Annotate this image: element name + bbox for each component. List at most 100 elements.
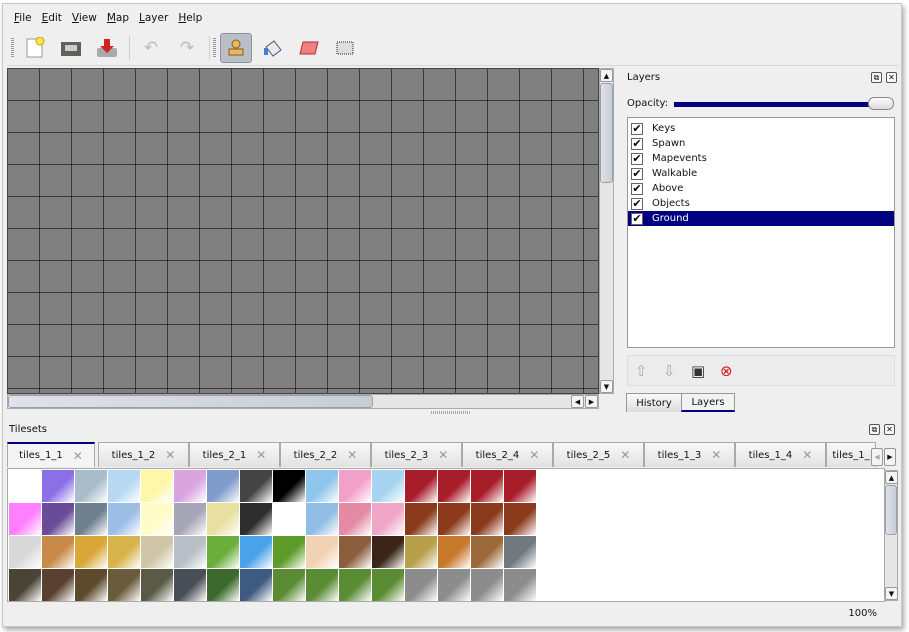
tile[interactable]: [108, 503, 140, 535]
tab-layers[interactable]: Layers: [681, 393, 735, 412]
scrollbar-thumb[interactable]: [600, 83, 613, 183]
tile[interactable]: [75, 569, 107, 601]
undo-icon[interactable]: ↶: [143, 38, 159, 58]
scroll-up-arrow-icon[interactable]: ▲: [600, 69, 613, 82]
tile[interactable]: [42, 470, 74, 502]
close-tab-icon[interactable]: ✕: [165, 448, 176, 462]
visibility-checkbox[interactable]: ✔: [631, 121, 643, 135]
tile[interactable]: [141, 536, 173, 568]
visibility-checkbox[interactable]: ✔: [631, 136, 643, 150]
close-icon[interactable]: ✕: [884, 424, 895, 435]
close-tab-icon[interactable]: ✕: [529, 448, 540, 462]
tile[interactable]: [438, 503, 470, 535]
tab-tiles-2-1[interactable]: tiles_2_1 ✕: [189, 442, 280, 467]
tile[interactable]: [273, 503, 305, 535]
menu-view[interactable]: View: [71, 12, 97, 24]
tab-tiles-1-1[interactable]: tiles_1_1 ✕: [7, 442, 95, 467]
scroll-right-arrow-icon[interactable]: ▶: [585, 395, 598, 408]
opacity-slider-handle[interactable]: [868, 97, 894, 110]
close-tab-icon[interactable]: ✕: [620, 448, 631, 462]
layer-item-ground[interactable]: ✔ Ground: [628, 211, 894, 226]
tile[interactable]: [405, 569, 437, 601]
tile[interactable]: [372, 569, 404, 601]
close-tab-icon[interactable]: ✕: [256, 448, 267, 462]
tile[interactable]: [42, 536, 74, 568]
tab-tiles-1-3[interactable]: tiles_1_3 ✕: [644, 442, 735, 467]
tile[interactable]: [339, 503, 371, 535]
tile[interactable]: [504, 536, 536, 568]
tabs-scroll-right-icon[interactable]: ▶: [884, 448, 896, 466]
rectangle-select-icon[interactable]: [329, 33, 361, 63]
tile[interactable]: [273, 470, 305, 502]
tile[interactable]: [306, 470, 338, 502]
tile[interactable]: [141, 503, 173, 535]
tile[interactable]: [240, 470, 272, 502]
tile[interactable]: [306, 569, 338, 601]
tile[interactable]: [174, 503, 206, 535]
tabs-scroll-left-icon[interactable]: ◀: [871, 448, 883, 466]
tileset-vertical-scrollbar[interactable]: ▲ ▼: [884, 470, 898, 601]
layer-item-objects[interactable]: ✔ Objects: [628, 196, 894, 211]
scroll-down-arrow-icon[interactable]: ▼: [885, 587, 898, 600]
tile[interactable]: [108, 569, 140, 601]
tile[interactable]: [438, 536, 470, 568]
tile[interactable]: [207, 503, 239, 535]
tile[interactable]: [42, 503, 74, 535]
map-horizontal-scrollbar[interactable]: ◀ ▶: [7, 394, 599, 409]
float-icon[interactable]: ⧉: [869, 424, 880, 435]
tile[interactable]: [75, 470, 107, 502]
visibility-checkbox[interactable]: ✔: [631, 151, 643, 165]
toolbar-grip[interactable]: [213, 38, 216, 58]
tile[interactable]: [207, 569, 239, 601]
tile[interactable]: [405, 536, 437, 568]
tab-tiles-1-[interactable]: tiles_1_: [826, 442, 876, 467]
tile[interactable]: [372, 503, 404, 535]
tile[interactable]: [273, 536, 305, 568]
tile[interactable]: [438, 470, 470, 502]
tile[interactable]: [339, 536, 371, 568]
tab-tiles-2-3[interactable]: tiles_2_3 ✕: [371, 442, 462, 467]
map-canvas[interactable]: [7, 68, 599, 394]
eraser-icon[interactable]: [293, 33, 325, 63]
float-icon[interactable]: ⧉: [871, 72, 882, 83]
tile[interactable]: [339, 470, 371, 502]
tile[interactable]: [372, 536, 404, 568]
visibility-checkbox[interactable]: ✔: [631, 196, 643, 210]
menu-map[interactable]: Map: [106, 12, 130, 24]
tile[interactable]: [240, 503, 272, 535]
close-icon[interactable]: ✕: [886, 72, 897, 83]
tile[interactable]: [207, 536, 239, 568]
tab-tiles-1-2[interactable]: tiles_1_2 ✕: [98, 442, 189, 467]
layer-item-spawn[interactable]: ✔ Spawn: [628, 136, 894, 151]
layer-item-keys[interactable]: ✔ Keys: [628, 121, 894, 136]
tile[interactable]: [405, 470, 437, 502]
bucket-fill-icon[interactable]: [257, 33, 289, 63]
tile[interactable]: [339, 569, 371, 601]
scrollbar-thumb[interactable]: [8, 395, 373, 408]
close-tab-icon[interactable]: ✕: [347, 448, 358, 462]
menu-layer[interactable]: Layer: [139, 12, 169, 24]
toolbar-grip[interactable]: [11, 38, 14, 58]
save-icon[interactable]: [91, 33, 123, 63]
tile[interactable]: [108, 470, 140, 502]
menu-file[interactable]: File: [14, 12, 32, 24]
duplicate-layer-icon[interactable]: ▣: [691, 362, 706, 380]
close-tab-icon[interactable]: ✕: [711, 448, 722, 462]
tab-tiles-2-4[interactable]: tiles_2_4 ✕: [462, 442, 553, 467]
tile[interactable]: [405, 503, 437, 535]
tile[interactable]: [9, 503, 41, 535]
move-layer-up-icon[interactable]: ⇧: [635, 362, 648, 380]
tile[interactable]: [504, 470, 536, 502]
scroll-up-arrow-icon[interactable]: ▲: [885, 471, 898, 484]
tile[interactable]: [141, 470, 173, 502]
scroll-down-arrow-icon[interactable]: ▼: [600, 380, 613, 393]
tile[interactable]: [9, 470, 41, 502]
splitter-handle[interactable]: [431, 411, 471, 414]
tile[interactable]: [9, 536, 41, 568]
tile[interactable]: [174, 536, 206, 568]
tile[interactable]: [306, 536, 338, 568]
tile[interactable]: [471, 569, 503, 601]
new-file-icon[interactable]: [19, 33, 51, 63]
stamp-brush-icon[interactable]: [220, 33, 252, 63]
open-folder-icon[interactable]: [55, 33, 87, 63]
